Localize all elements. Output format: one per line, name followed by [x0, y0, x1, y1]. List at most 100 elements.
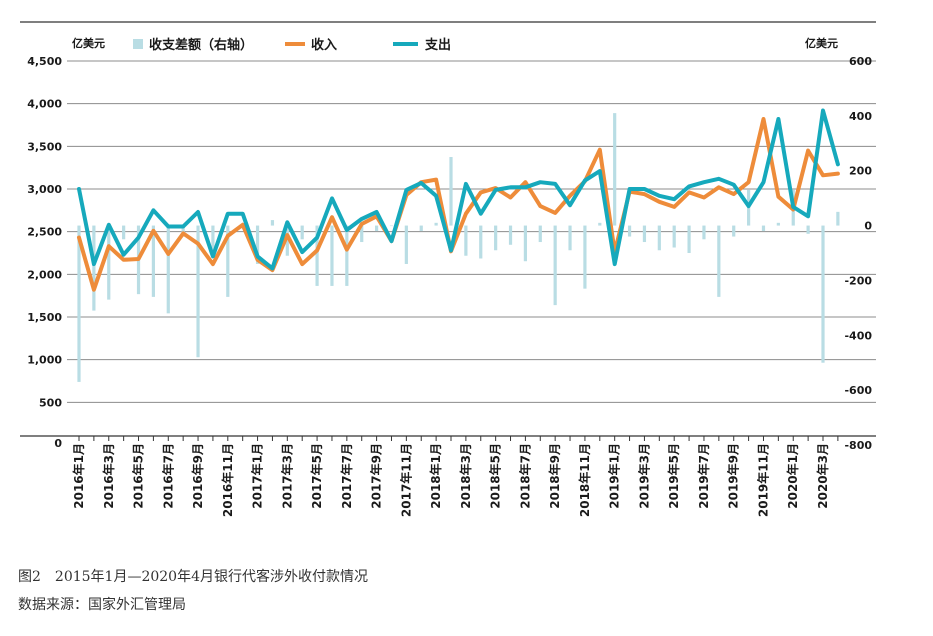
balance-bar [598, 222, 602, 226]
x-tick-label: 2017年5月 [309, 443, 324, 509]
right-axis-unit: 亿美元 [805, 36, 838, 50]
balance-bar [479, 225, 483, 259]
balance-bar [568, 225, 572, 251]
x-tick-label: 2018年11月 [577, 443, 592, 517]
balance-bar [523, 225, 527, 262]
x-tick-label: 2019年9月 [726, 443, 741, 509]
balance-bar [404, 225, 408, 264]
balance-bar [687, 225, 691, 253]
y-tick-label-left: 500 [39, 396, 62, 409]
balance-bar [166, 225, 170, 314]
x-tick-label: 2018年3月 [458, 443, 473, 509]
y-tick-label-right: -200 [844, 274, 872, 287]
y-tick-label-left: 1,500 [27, 311, 62, 324]
y-tick-label-right: 200 [849, 165, 872, 178]
x-tick-label: 2019年11月 [755, 443, 770, 517]
x-tick-label: 2016年7月 [160, 443, 175, 509]
y-tick-label-left: 4,500 [27, 55, 62, 68]
balance-bar [77, 225, 81, 382]
balance-bar [508, 225, 513, 245]
x-tick-label: 2020年1月 [785, 443, 800, 509]
balance-bar [360, 225, 364, 243]
balance-bar [538, 225, 542, 243]
balance-bar [196, 225, 200, 358]
balance-bar [151, 225, 155, 297]
y-tick-label-left: 2,000 [27, 268, 62, 281]
y-tick-label-left: 4,000 [27, 98, 62, 111]
balance-bar [345, 225, 349, 286]
legend-label-expense: 支出 [424, 37, 451, 53]
balance-bar [330, 225, 334, 286]
legend-label-balance: 收支差额（右轴） [149, 37, 253, 53]
balance-bar [761, 225, 766, 232]
x-tick-label: 2018年1月 [428, 443, 443, 509]
x-tick-label: 2018年9月 [547, 443, 562, 509]
x-tick-label: 2018年7月 [517, 443, 532, 509]
balance-bar [92, 225, 96, 311]
y-tick-label-right: -800 [844, 439, 872, 452]
y-tick-label-left: 0 [54, 437, 62, 450]
x-tick-label: 2019年7月 [696, 443, 711, 509]
balance-bar [255, 225, 260, 264]
y-tick-label-left: 3,000 [27, 183, 62, 196]
x-tick-label: 2020年3月 [815, 443, 830, 509]
balance-bar [613, 113, 617, 226]
balance-bar [419, 225, 423, 232]
x-tick-label: 2016年9月 [190, 443, 205, 509]
x-tick-label: 2017年1月 [250, 443, 265, 509]
x-tick-label: 2016年11月 [220, 443, 235, 517]
balance-bar [181, 225, 185, 237]
balance-bar [672, 225, 676, 248]
balance-bar [717, 225, 721, 297]
y-tick-label-right: -400 [844, 329, 872, 342]
y-tick-label-right: -600 [844, 384, 872, 397]
x-tick-label: 2018年5月 [488, 443, 503, 509]
balance-bar [806, 225, 810, 234]
income-line [77, 117, 840, 292]
y-tick-label-right: 600 [849, 55, 872, 68]
balance-bar [776, 222, 780, 226]
expense-line [77, 108, 840, 271]
figure-caption: 图2 2015年1月—2020年4月银行代客涉外收付款情况 [18, 569, 368, 585]
x-tick-label: 2019年5月 [666, 443, 681, 509]
balance-bar [300, 225, 304, 240]
balance-bar [211, 225, 215, 253]
x-tick-label: 2016年5月 [131, 443, 146, 509]
legend-swatch-balance [133, 39, 143, 49]
x-tick-label: 2017年3月 [279, 443, 294, 509]
balance-bar [702, 225, 706, 240]
balance-bar [315, 225, 319, 286]
balance-bar [270, 220, 275, 226]
x-tick-label: 2017年9月 [369, 443, 384, 509]
balance-bar [583, 225, 587, 289]
x-tick-label: 2016年3月 [101, 443, 116, 509]
balance-bar [285, 225, 289, 256]
y-tick-label-left: 1,000 [27, 354, 62, 367]
chart: 0 500 1,000 1,500 2,000 2,500 3,000 3,500 4,000 4… [20, 21, 876, 517]
balance-bar [553, 225, 557, 306]
balance-bar [389, 225, 394, 227]
balance-bar [821, 225, 825, 363]
balance-bar [226, 225, 230, 297]
balance-bar [375, 225, 379, 232]
balance-bar [836, 211, 840, 226]
x-tick-label: 2016年1月 [71, 443, 86, 509]
balance-bar [434, 222, 438, 226]
x-tick-label: 2019年1月 [607, 443, 622, 509]
balance-bar [122, 225, 126, 240]
x-tick-label: 2017年7月 [339, 443, 354, 509]
y-tick-label-left: 2,500 [27, 226, 62, 239]
x-tick-label: 2017年11月 [398, 443, 413, 517]
balance-bar [494, 225, 498, 251]
balance-bar [449, 157, 453, 226]
y-tick-label-right: 400 [849, 110, 872, 123]
y-tick-label-left: 3,500 [27, 140, 62, 153]
data-source: 数据来源：国家外汇管理局 [18, 597, 186, 613]
balance-bar [464, 225, 468, 256]
balance-bar [642, 225, 647, 243]
legend-label-income: 收入 [311, 37, 337, 53]
left-axis-unit: 亿美元 [72, 36, 105, 50]
balance-bar [107, 225, 111, 300]
balance-bar [732, 225, 736, 237]
y-tick-label-right: 0 [864, 220, 872, 233]
